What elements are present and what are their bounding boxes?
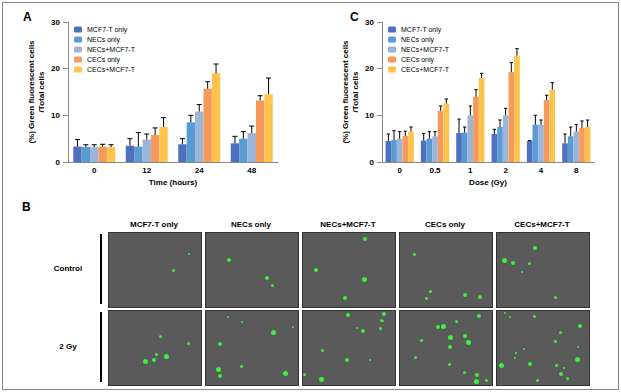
svg-text:CECs only: CECs only — [401, 56, 435, 64]
svg-text:0.5: 0.5 — [429, 166, 441, 175]
svg-text:MCF7-T only: MCF7-T only — [401, 26, 442, 34]
svg-text:30: 30 — [365, 18, 374, 27]
svg-text:24: 24 — [195, 166, 204, 175]
svg-text:10: 10 — [365, 111, 374, 120]
svg-text:NECs+MCF7-T: NECs+MCF7-T — [401, 46, 450, 53]
svg-text:4: 4 — [539, 166, 544, 175]
html-text:MCF7-T only: MCF7-T only — [130, 220, 178, 229]
svg-text:CECs+MCF7-T: CECs+MCF7-T — [401, 66, 450, 73]
html-text:NECs+MCF7-T: NECs+MCF7-T — [320, 220, 376, 229]
html-text:2 Gy: 2 Gy — [59, 342, 77, 351]
html-text:NECs only: NECs only — [231, 220, 271, 229]
svg-text:0: 0 — [370, 158, 375, 167]
svg-text:(%) Green fluorescent cells: (%) Green fluorescent cells — [27, 40, 36, 144]
svg-text:20: 20 — [51, 64, 60, 73]
svg-text:12: 12 — [142, 166, 151, 175]
svg-text:Time (hours): Time (hours) — [149, 178, 198, 187]
svg-text:NECs only: NECs only — [401, 36, 435, 44]
svg-text:NECs+MCF7-T: NECs+MCF7-T — [87, 46, 136, 53]
svg-text:20: 20 — [365, 64, 374, 73]
html-text:Control: Control — [53, 264, 83, 273]
svg-text:Dose (Gy): Dose (Gy) — [469, 178, 507, 187]
svg-text:MCF7-T only: MCF7-T only — [87, 26, 128, 34]
svg-text:NECs only: NECs only — [87, 36, 121, 44]
svg-text:(%) Green fluorescent cells: (%) Green fluorescent cells — [341, 40, 350, 144]
svg-text:10: 10 — [51, 111, 60, 120]
svg-text:CECs+MCF7-T: CECs+MCF7-T — [87, 66, 136, 73]
svg-text:48: 48 — [247, 166, 256, 175]
svg-text:CECs only: CECs only — [87, 56, 121, 64]
svg-text:/Total cells: /Total cells — [37, 71, 46, 112]
svg-text:2: 2 — [503, 166, 508, 175]
svg-text:/Total cells: /Total cells — [351, 71, 360, 112]
svg-text:A: A — [23, 10, 32, 24]
svg-text:0: 0 — [397, 166, 402, 175]
html-text:CECs only: CECs only — [425, 220, 465, 229]
svg-text:8: 8 — [574, 166, 579, 175]
svg-text:0: 0 — [92, 166, 97, 175]
svg-text:C: C — [350, 10, 359, 24]
svg-text:30: 30 — [51, 18, 60, 27]
html-text:CECs+MCF7-T: CECs+MCF7-T — [514, 220, 570, 229]
html-text:B: B — [22, 200, 31, 214]
svg-text:0: 0 — [56, 158, 61, 167]
svg-text:1: 1 — [468, 166, 473, 175]
